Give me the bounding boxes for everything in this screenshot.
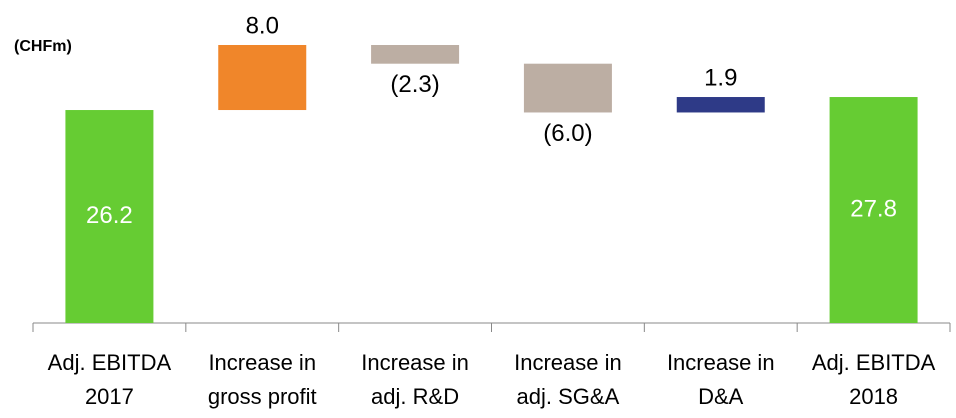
- x-tick-label: adj. R&D: [371, 384, 459, 409]
- bar: [218, 45, 307, 111]
- x-tick-label: 2017: [85, 384, 134, 409]
- x-tick-label: Increase in: [208, 350, 316, 375]
- bar: [371, 45, 460, 64]
- bar: [65, 110, 154, 323]
- value-label: (2.3): [390, 71, 439, 98]
- bar: [523, 63, 612, 113]
- x-tick-label: Increase in: [667, 350, 775, 375]
- x-tick-label: gross profit: [208, 384, 317, 409]
- x-tick-label: 2018: [849, 384, 898, 409]
- unit-label: (CHFm): [14, 38, 72, 55]
- value-label: 26.2: [86, 202, 133, 229]
- x-tick-label: Adj. EBITDA: [48, 350, 172, 375]
- x-tick-label: D&A: [698, 384, 744, 409]
- value-label: 1.9: [704, 64, 737, 91]
- value-label: 27.8: [850, 195, 897, 222]
- value-label: 8.0: [246, 12, 279, 39]
- x-tick-label: Adj. EBITDA: [812, 350, 936, 375]
- x-tick-label: Increase in: [514, 350, 622, 375]
- x-tick-label: Increase in: [361, 350, 469, 375]
- value-label: (6.0): [543, 120, 592, 147]
- bar: [676, 97, 765, 113]
- bar: [829, 97, 918, 323]
- x-tick-label: adj. SG&A: [517, 384, 620, 409]
